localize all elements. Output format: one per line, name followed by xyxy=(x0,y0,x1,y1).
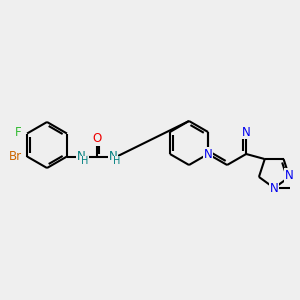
Text: H: H xyxy=(113,157,121,166)
Text: Br: Br xyxy=(8,150,22,163)
Text: H: H xyxy=(81,157,88,166)
Text: N: N xyxy=(109,150,117,163)
Text: F: F xyxy=(15,126,21,139)
Text: O: O xyxy=(92,132,101,145)
Text: N: N xyxy=(270,182,278,194)
Text: N: N xyxy=(204,148,212,160)
Text: N: N xyxy=(242,125,250,139)
Text: N: N xyxy=(76,150,85,163)
Text: N: N xyxy=(285,169,294,182)
